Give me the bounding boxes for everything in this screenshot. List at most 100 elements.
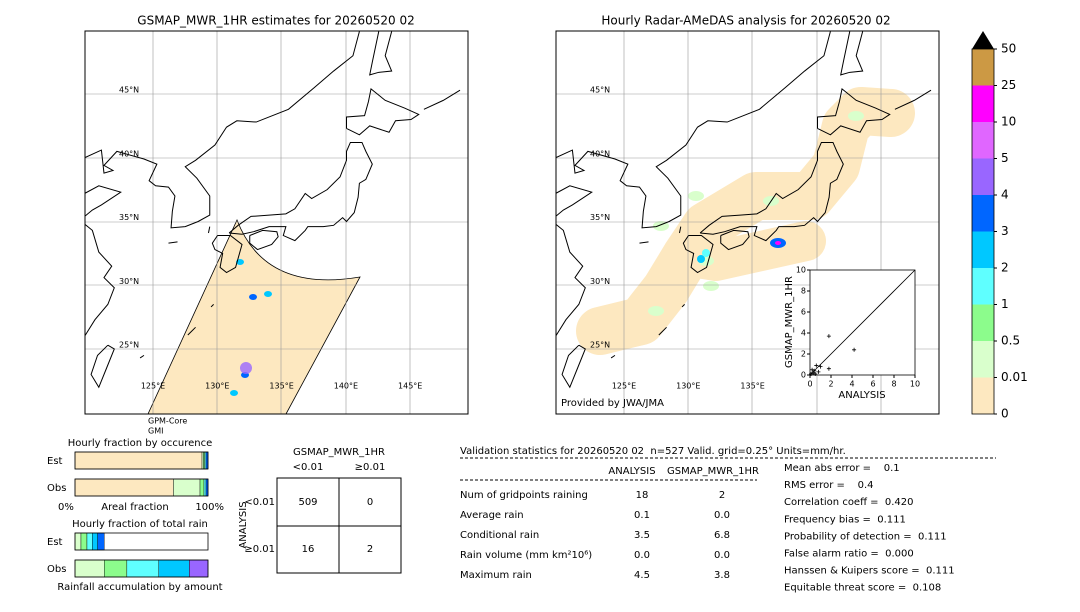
coastline bbox=[85, 223, 115, 337]
rain-patch bbox=[264, 291, 272, 297]
stat-value: 0.1 bbox=[634, 510, 650, 521]
bar-chart-title: Hourly fraction by occurence bbox=[68, 438, 212, 449]
latitude-label: 25°N bbox=[119, 341, 139, 350]
colorbar-label: 2 bbox=[1001, 261, 1009, 275]
x-tick-label: 0 bbox=[807, 380, 812, 389]
fraction-segment bbox=[74, 532, 82, 551]
coastline bbox=[699, 141, 844, 242]
y-tick-label: 0 bbox=[801, 371, 806, 380]
stat-label: Rain volume (mm km²10⁶) bbox=[460, 550, 592, 561]
column-header: ≥0.01 bbox=[355, 462, 386, 473]
fraction-segment bbox=[199, 478, 205, 497]
column-header: ANALYSIS bbox=[608, 466, 655, 477]
fraction-segment bbox=[104, 559, 128, 578]
coastline bbox=[681, 304, 685, 308]
stat-value: 2 bbox=[719, 490, 725, 501]
axis-label: 0% bbox=[58, 502, 74, 513]
colorbar-label: 5 bbox=[1001, 151, 1009, 165]
stat-value: 0.0 bbox=[714, 550, 730, 561]
stat-label: Maximum rain bbox=[460, 570, 532, 581]
coastline bbox=[211, 235, 243, 274]
fraction-segment bbox=[74, 559, 105, 578]
x-tick-label: 4 bbox=[849, 380, 854, 389]
x-tick-label: 6 bbox=[870, 380, 875, 389]
stat-label: Conditional rain bbox=[460, 530, 539, 541]
coastline bbox=[346, 87, 420, 136]
coastline bbox=[210, 304, 214, 308]
rain-patch bbox=[848, 111, 864, 121]
score: Equitable threat score = 0.108 bbox=[784, 583, 941, 594]
latitude-label: 35°N bbox=[590, 213, 610, 222]
left-map-title: GSMAP_MWR_1HR estimates for 20260520 02 bbox=[137, 14, 414, 28]
longitude-label: 135°E bbox=[269, 382, 293, 391]
fraction-segment bbox=[74, 451, 203, 470]
score: Mean abs error = 0.1 bbox=[784, 463, 900, 474]
coastline bbox=[139, 354, 145, 359]
longitude-label: 130°E bbox=[676, 382, 700, 391]
fraction-segment bbox=[92, 532, 98, 551]
rain-patch bbox=[775, 241, 781, 245]
colorbar-segment bbox=[972, 85, 994, 122]
scatter-point bbox=[816, 369, 821, 374]
column-header: <0.01 bbox=[293, 462, 324, 473]
colorbar-extension bbox=[972, 31, 994, 49]
score: Correlation coeff = 0.420 bbox=[784, 497, 914, 508]
fraction-segment bbox=[74, 478, 174, 497]
coastline bbox=[639, 241, 649, 244]
colorbar-segment bbox=[972, 304, 994, 341]
table-cell: 16 bbox=[302, 544, 315, 555]
stat-value: 18 bbox=[636, 490, 649, 501]
colorbar-segment bbox=[972, 231, 994, 268]
fraction-segment bbox=[97, 532, 105, 551]
stat-label: Average rain bbox=[460, 510, 524, 521]
coastline bbox=[561, 344, 586, 389]
map: 45°N 40°N 35°N 30°N 25°N 125°E 130°E 135°E 140°E… bbox=[84, 30, 469, 415]
stat-value: 4.5 bbox=[634, 570, 650, 581]
colorbar-segment bbox=[972, 195, 994, 232]
bar-frame bbox=[74, 559, 209, 578]
scatter-point bbox=[810, 367, 815, 372]
row-header: ≥0.01 bbox=[244, 544, 275, 555]
stat-value: 0.0 bbox=[714, 510, 730, 521]
scatter-point bbox=[826, 334, 831, 339]
fraction-segment bbox=[173, 478, 201, 497]
fraction-segment bbox=[86, 532, 93, 551]
bar-frame bbox=[74, 532, 209, 551]
colorbar-label: 25 bbox=[1001, 78, 1016, 92]
latitude-label: 45°N bbox=[119, 86, 139, 95]
longitude-label: 145°E bbox=[398, 382, 422, 391]
latitude-label: 40°N bbox=[119, 149, 139, 158]
longitude-label: 130°E bbox=[205, 382, 229, 391]
axis-label: Areal fraction bbox=[101, 502, 168, 513]
map-content bbox=[85, 31, 468, 414]
x-tick-label: 2 bbox=[828, 380, 833, 389]
coastline bbox=[840, 31, 864, 76]
row-label: Obs bbox=[47, 483, 66, 494]
latitude-label: 30°N bbox=[590, 277, 610, 286]
row-label: Est bbox=[47, 537, 63, 548]
x-axis-label: ANALYSIS bbox=[838, 390, 885, 401]
score: False alarm ratio = 0.000 bbox=[784, 549, 914, 560]
axis-label: Rainfall accumulation by amount bbox=[57, 582, 222, 593]
colorbar-segment bbox=[972, 122, 994, 159]
scatter-point bbox=[809, 371, 814, 376]
stat-value: 3.5 bbox=[634, 530, 650, 541]
bar-chart-title: Hourly fraction of total rain bbox=[72, 519, 208, 530]
map-frame bbox=[84, 30, 469, 415]
column-header: GSMAP_MWR_1HR bbox=[667, 466, 759, 477]
score: RMS error = 0.4 bbox=[784, 480, 874, 491]
table-cell: 0 bbox=[367, 497, 373, 508]
scatter-point bbox=[811, 370, 816, 375]
y-axis-label: GSMAP_MWR_1HR bbox=[784, 276, 795, 368]
colorbar-label: 0 bbox=[1001, 407, 1009, 421]
analysis-coverage bbox=[576, 87, 915, 355]
coastline bbox=[187, 326, 196, 336]
scatter-point bbox=[813, 371, 818, 376]
map: 45°N 40°N 35°N 30°N 25°N 125°E 130°E 135°E Provi… bbox=[555, 30, 940, 415]
row-label: Obs bbox=[47, 564, 66, 575]
fraction-segment bbox=[189, 559, 209, 578]
axis-label: 100% bbox=[195, 502, 224, 513]
row-header: <0.01 bbox=[244, 497, 275, 508]
coastline bbox=[556, 185, 593, 217]
